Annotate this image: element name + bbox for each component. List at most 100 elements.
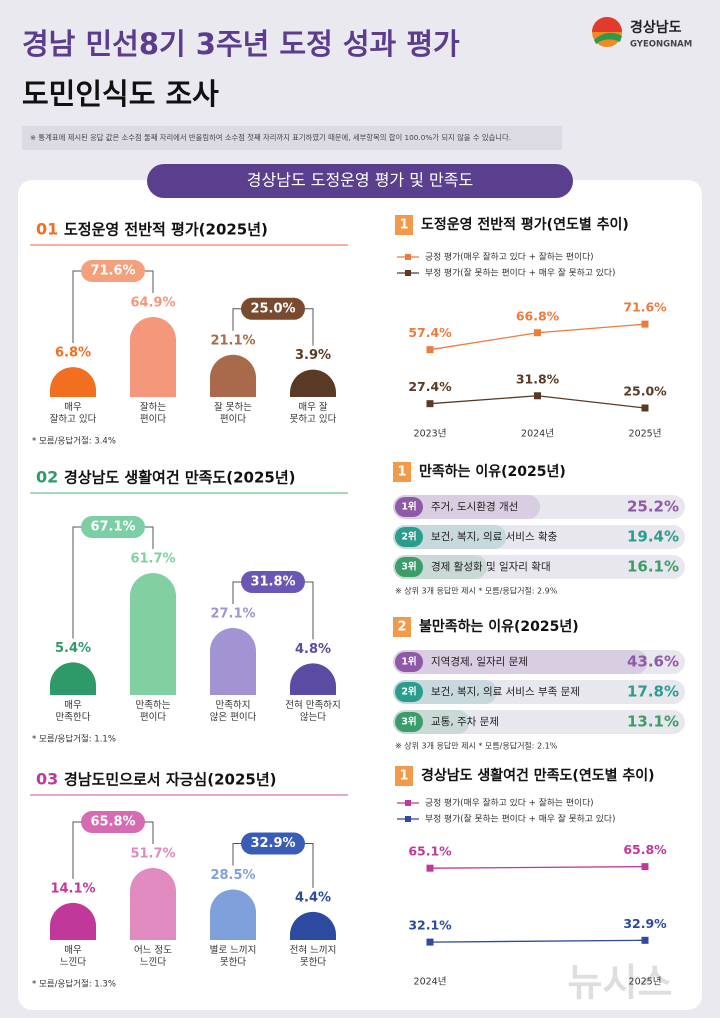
x-tick-label: 매우 느낀다	[59, 945, 87, 968]
legend-marker	[405, 270, 411, 276]
value-label: 6.8%	[55, 346, 91, 361]
point	[641, 936, 649, 944]
badge: 03	[36, 770, 58, 789]
chart-note: * 모름/응답거절: 1.3%	[32, 979, 116, 990]
rank-badge	[395, 712, 423, 732]
bar	[393, 525, 507, 549]
subtitle: 도민인식도 조사	[22, 77, 219, 111]
panel	[18, 180, 702, 1010]
group-pill	[241, 297, 305, 320]
group-label: 71.6%	[90, 264, 135, 279]
header-note: ※ 통계표에 제시된 응답 값은 소수점 둘째 자리에서 반올림하여 소수점 첫…	[30, 133, 511, 142]
row-bg	[393, 495, 685, 519]
chart-title: 불만족하는 이유(2025년)	[419, 618, 579, 635]
badge: 02	[36, 468, 58, 487]
bar	[130, 317, 176, 397]
badge: 01	[36, 220, 58, 239]
rank: 3위	[401, 561, 416, 573]
badge-box	[395, 215, 413, 235]
value-label: 27.4%	[408, 379, 452, 394]
row-bg	[393, 555, 685, 579]
value-label: 32.1%	[408, 918, 452, 933]
legend-label: 긍정 평가(매우 잘하고 있다 + 잘하는 편이다)	[425, 797, 594, 809]
value-label: 4.4%	[295, 890, 331, 905]
value-label: 66.8%	[516, 308, 560, 323]
bar	[290, 663, 336, 695]
value-label: 13.1%	[627, 713, 679, 731]
point	[641, 320, 649, 328]
rank-badge	[395, 557, 423, 577]
point	[641, 863, 649, 871]
value-label: 27.1%	[210, 606, 255, 621]
rank: 2위	[401, 686, 416, 698]
rank: 1위	[401, 501, 416, 513]
row-bg	[393, 680, 685, 704]
value-label: 65.1%	[408, 844, 452, 859]
x-tick-label: 2023년	[414, 429, 447, 440]
point	[534, 392, 541, 400]
group-label: 25.0%	[250, 301, 295, 316]
badge-box	[393, 462, 411, 482]
bar	[393, 495, 541, 519]
value-label: 17.8%	[627, 683, 679, 701]
chart-note: ※ 상위 3개 응답만 제시 * 모름/응답거절: 2.9%	[395, 586, 558, 596]
value-label: 4.8%	[295, 642, 331, 657]
badge: 2	[397, 620, 406, 635]
line	[429, 865, 646, 869]
section-title: 경상남도 도정운영 평가 및 만족도	[247, 171, 473, 190]
rank-badge	[395, 652, 423, 672]
point	[641, 404, 649, 412]
group-pill	[81, 516, 145, 538]
x-tick-label: 전혀 느끼지 못한다	[289, 945, 337, 968]
x-tick-label: 매우 잘 못하고 있다	[289, 402, 337, 425]
rank-badge	[395, 497, 423, 517]
chart-title: 경상남도 생활여건 만족도(2025년)	[64, 469, 296, 487]
legend-marker	[405, 254, 411, 260]
group-pill	[81, 260, 145, 282]
group-label: 31.8%	[250, 574, 295, 589]
value-label: 14.1%	[50, 881, 95, 896]
value-label: 51.7%	[130, 847, 175, 862]
chart-title: 도정운영 전반적 평가(2025년)	[64, 221, 268, 239]
y-tick-label: 경제 활성화 및 일자리 확대	[431, 560, 551, 573]
legend-marker	[405, 816, 411, 822]
bar	[210, 627, 256, 695]
value-label: 5.4%	[55, 641, 91, 656]
value-label: 64.9%	[130, 296, 175, 311]
chart-title: 경남도민으로서 자긍심(2025년)	[64, 771, 276, 789]
x-tick-label: 별로 느끼지 못한다	[209, 945, 257, 968]
chart-title: 경상남도 생활여건 만족도(연도별 추이)	[421, 767, 655, 784]
bar	[290, 911, 336, 940]
value-label: 71.6%	[623, 300, 667, 315]
rank-badge	[395, 527, 423, 547]
x-tick-label: 만족하지 않은 편이다	[209, 700, 257, 723]
bar	[130, 573, 176, 695]
chart-title: 만족하는 이유(2025년)	[419, 463, 566, 480]
value-label: 61.7%	[130, 552, 175, 567]
badge: 1	[397, 465, 406, 480]
x-tick-label: 2025년	[629, 977, 662, 988]
point	[426, 346, 434, 354]
logo-en: GYEONGNAM	[630, 40, 692, 50]
point	[426, 864, 434, 872]
note-box	[22, 126, 562, 150]
value-label: 25.2%	[627, 498, 679, 516]
bar	[50, 367, 96, 397]
chart-note: * 모름/응답거절: 3.4%	[32, 436, 116, 447]
badge-box	[395, 766, 413, 786]
legend-marker	[405, 800, 411, 806]
bar	[393, 650, 648, 674]
chart-note: * 모름/응답거절: 1.1%	[32, 734, 116, 745]
y-tick-label: 주거, 도시환경 개선	[431, 500, 518, 513]
x-tick-label: 어느 정도 느낀다	[134, 945, 172, 968]
bar	[210, 889, 256, 940]
x-tick-label: 전혀 만족하지 않는다	[285, 700, 341, 723]
legend-label: 부정 평가(잘 못하는 편이다 + 매우 잘 못하고 있다)	[425, 267, 615, 279]
bar	[50, 902, 96, 940]
y-tick-label: 보건, 복지, 의료 서비스 부족 문제	[431, 686, 580, 698]
value-label: 3.9%	[295, 348, 331, 363]
badge: 1	[399, 769, 408, 784]
watermark: 뉴시스	[568, 961, 673, 1005]
